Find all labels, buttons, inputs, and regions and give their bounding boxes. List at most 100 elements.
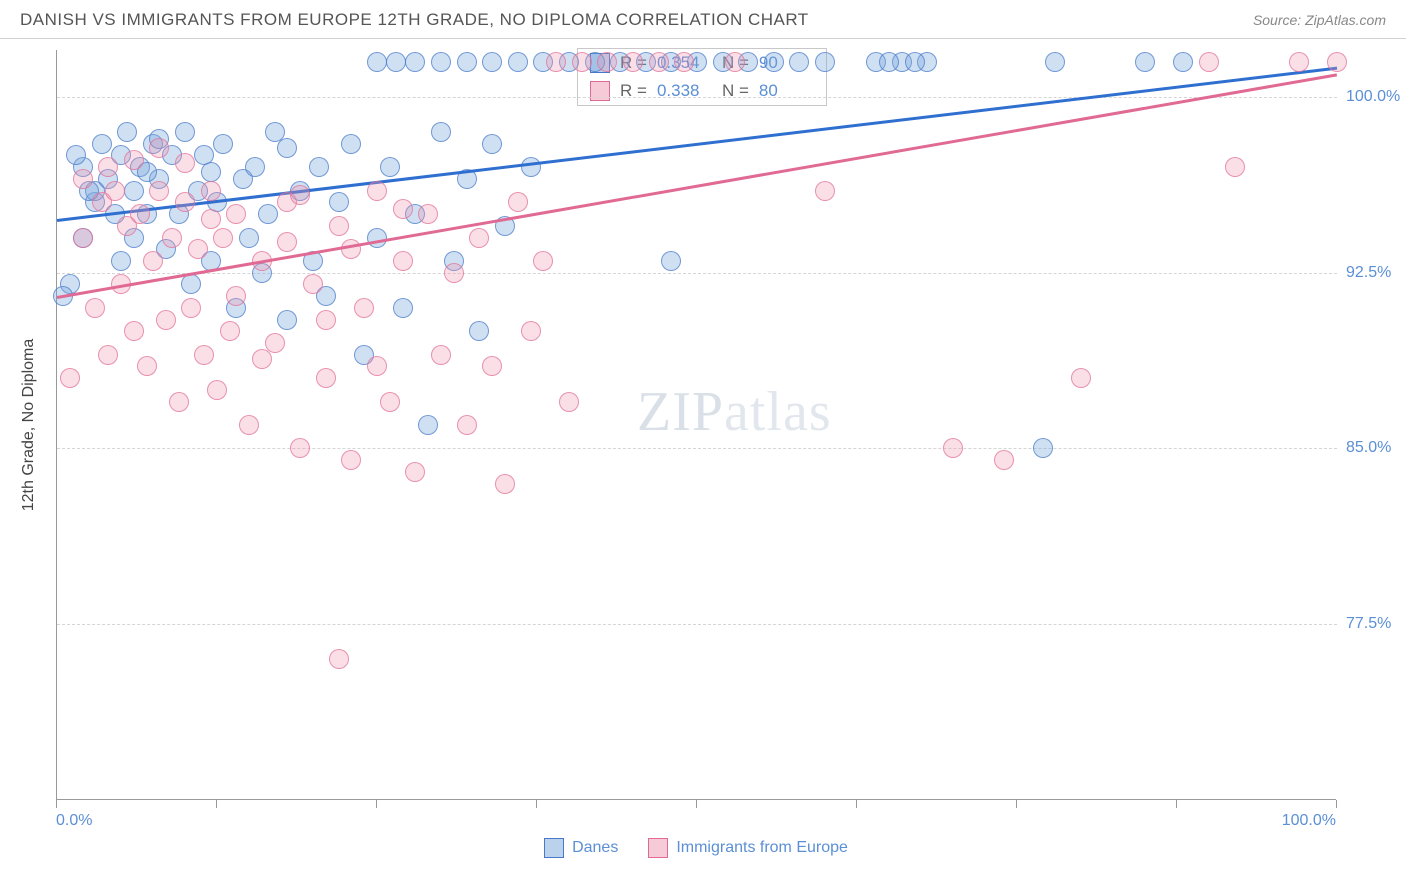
- data-point: [1071, 368, 1091, 388]
- data-point: [175, 153, 195, 173]
- data-point: [418, 415, 438, 435]
- data-point: [329, 216, 349, 236]
- data-point: [546, 52, 566, 72]
- data-point: [457, 415, 477, 435]
- data-point: [309, 157, 329, 177]
- data-point: [316, 310, 336, 330]
- watermark: ZIPatlas: [637, 380, 832, 444]
- data-point: [213, 228, 233, 248]
- data-point: [418, 204, 438, 224]
- data-point: [674, 52, 694, 72]
- data-point: [329, 649, 349, 669]
- data-point: [521, 321, 541, 341]
- x-axis-max-label: 100.0%: [1282, 812, 1336, 830]
- data-point: [277, 138, 297, 158]
- data-point: [521, 157, 541, 177]
- data-point: [239, 415, 259, 435]
- chart-header: DANISH VS IMMIGRANTS FROM EUROPE 12TH GR…: [0, 0, 1406, 39]
- data-point: [597, 52, 617, 72]
- gridline: [57, 97, 1337, 98]
- data-point: [239, 228, 259, 248]
- data-point: [149, 181, 169, 201]
- x-axis-min-label: 0.0%: [56, 812, 92, 830]
- data-point: [1289, 52, 1309, 72]
- y-axis-title: 12th Grade, No Diploma: [20, 339, 38, 512]
- chart-area: 12th Grade, No Diploma ZIPatlas R = 0.35…: [56, 50, 1386, 830]
- data-point: [469, 321, 489, 341]
- data-point: [162, 228, 182, 248]
- x-tick: [856, 800, 857, 808]
- x-tick: [376, 800, 377, 808]
- data-point: [124, 181, 144, 201]
- data-point: [213, 134, 233, 154]
- data-point: [393, 251, 413, 271]
- data-point: [367, 228, 387, 248]
- data-point: [226, 204, 246, 224]
- x-tick: [1336, 800, 1337, 808]
- x-tick: [696, 800, 697, 808]
- data-point: [98, 157, 118, 177]
- gridline: [57, 624, 1337, 625]
- data-point: [201, 209, 221, 229]
- chart-title: DANISH VS IMMIGRANTS FROM EUROPE 12TH GR…: [20, 10, 809, 30]
- data-point: [341, 134, 361, 154]
- data-point: [149, 138, 169, 158]
- gridline: [57, 448, 1337, 449]
- data-point: [482, 356, 502, 376]
- data-point: [815, 181, 835, 201]
- x-tick: [56, 800, 57, 808]
- swatch-pink: [590, 81, 610, 101]
- legend-swatch-pink: [648, 838, 668, 858]
- data-point: [181, 274, 201, 294]
- data-point: [879, 52, 899, 72]
- x-tick: [536, 800, 537, 808]
- data-point: [623, 52, 643, 72]
- data-point: [265, 333, 285, 353]
- data-point: [73, 228, 93, 248]
- data-point: [105, 181, 125, 201]
- legend-item-immigrants: Immigrants from Europe: [648, 838, 848, 858]
- data-point: [130, 204, 150, 224]
- data-point: [194, 345, 214, 365]
- data-point: [207, 380, 227, 400]
- data-point: [143, 251, 163, 271]
- data-point: [661, 251, 681, 271]
- data-point: [303, 274, 323, 294]
- data-point: [290, 438, 310, 458]
- data-point: [1173, 52, 1193, 72]
- data-point: [1135, 52, 1155, 72]
- data-point: [469, 228, 489, 248]
- data-point: [169, 392, 189, 412]
- data-point: [367, 356, 387, 376]
- legend: Danes Immigrants from Europe: [56, 838, 1336, 858]
- data-point: [252, 349, 272, 369]
- x-tick: [216, 800, 217, 808]
- data-point: [117, 122, 137, 142]
- data-point: [175, 122, 195, 142]
- data-point: [764, 52, 784, 72]
- data-point: [559, 392, 579, 412]
- data-point: [482, 52, 502, 72]
- data-point: [393, 298, 413, 318]
- data-point: [1045, 52, 1065, 72]
- data-point: [124, 321, 144, 341]
- data-point: [405, 462, 425, 482]
- plot-area: ZIPatlas R = 0.354 N = 90 R = 0.338 N = …: [56, 50, 1336, 800]
- data-point: [60, 368, 80, 388]
- legend-item-danes: Danes: [544, 838, 618, 858]
- data-point: [175, 192, 195, 212]
- y-tick-label: 100.0%: [1346, 88, 1400, 106]
- gridline: [57, 273, 1337, 274]
- data-point: [482, 134, 502, 154]
- data-point: [457, 52, 477, 72]
- chart-source: Source: ZipAtlas.com: [1253, 12, 1386, 28]
- data-point: [1033, 438, 1053, 458]
- data-point: [1327, 52, 1347, 72]
- data-point: [367, 52, 387, 72]
- data-point: [181, 298, 201, 318]
- data-point: [156, 310, 176, 330]
- data-point: [533, 251, 553, 271]
- data-point: [649, 52, 669, 72]
- data-point: [405, 52, 425, 72]
- data-point: [1199, 52, 1219, 72]
